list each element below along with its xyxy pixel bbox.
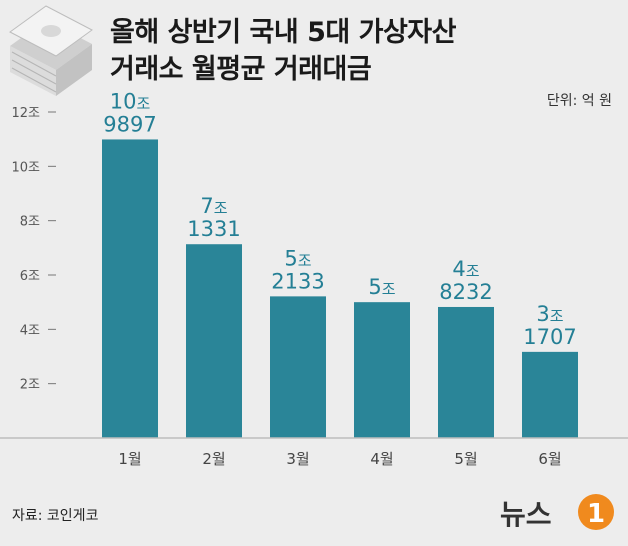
x-tick-label: 3월 bbox=[286, 450, 309, 468]
title-line-2: 거래소 월평균 거래대금 bbox=[110, 54, 372, 85]
bar bbox=[102, 139, 158, 439]
unit-label: 단위: 억 원 bbox=[546, 93, 612, 109]
bar-value-label: 4조 bbox=[452, 257, 479, 281]
bar bbox=[270, 296, 326, 438]
title-line-1: 올해 상반기 국내 5대 가상자산 bbox=[110, 17, 456, 48]
x-tick-label: 5월 bbox=[454, 450, 477, 468]
y-tick-label: 10조 bbox=[11, 160, 40, 175]
x-tick-label: 2월 bbox=[202, 450, 225, 468]
bar-value-label: 9897 bbox=[103, 112, 156, 136]
y-tick-label: 6조 bbox=[20, 269, 40, 284]
source-note: 자료: 코인게코 bbox=[12, 508, 99, 524]
chart-title: 올해 상반기 국내 5대 가상자산 거래소 월평균 거래대금 bbox=[110, 14, 456, 88]
bar bbox=[186, 244, 242, 438]
bar-value-label: 5조 bbox=[284, 246, 311, 270]
bar-value-label: 7조 bbox=[200, 194, 227, 218]
y-tick-label: 4조 bbox=[20, 323, 40, 338]
y-tick-label: 12조 bbox=[11, 106, 40, 121]
bar bbox=[438, 306, 494, 438]
bar-value-label: 2133 bbox=[271, 269, 324, 293]
y-tick-label: 2조 bbox=[20, 378, 40, 393]
news1-logo: 뉴스 1 bbox=[500, 494, 614, 531]
bar-value-label: 1707 bbox=[523, 325, 576, 349]
bar bbox=[522, 351, 578, 438]
x-tick-label: 1월 bbox=[118, 450, 141, 468]
bar-value-label: 3조 bbox=[536, 302, 563, 326]
y-tick-label: 8조 bbox=[20, 215, 40, 230]
bar-value-label: 5조 bbox=[368, 275, 395, 299]
bar-value-label: 1331 bbox=[187, 217, 240, 241]
bar-value-label: 10조 bbox=[110, 89, 151, 113]
bar bbox=[354, 302, 410, 438]
svg-text:뉴스: 뉴스 bbox=[500, 498, 552, 531]
svg-text:1: 1 bbox=[587, 499, 605, 529]
x-tick-label: 4월 bbox=[370, 450, 393, 468]
bar-value-label: 8232 bbox=[439, 280, 492, 304]
x-tick-label: 6월 bbox=[538, 450, 561, 468]
money-stack-icon bbox=[9, 5, 93, 96]
